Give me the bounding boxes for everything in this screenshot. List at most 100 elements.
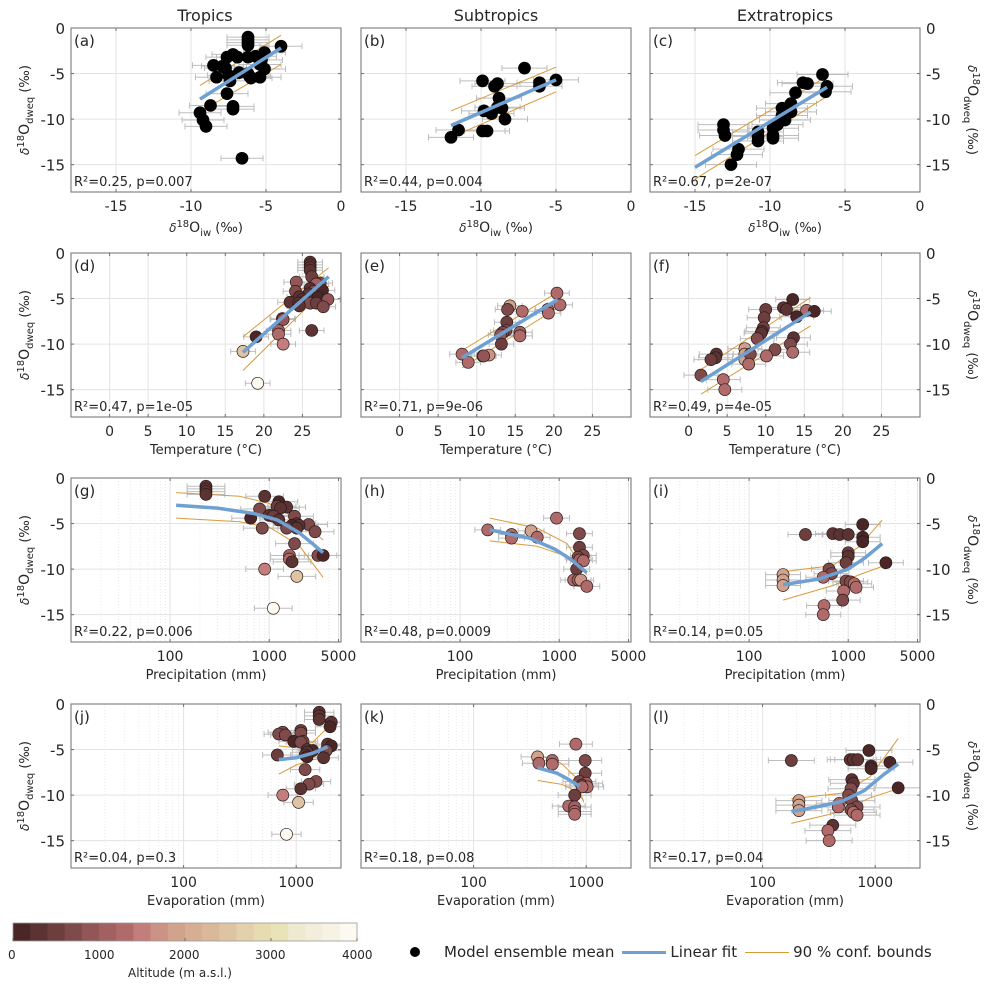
data-point — [569, 737, 583, 751]
x-axis-label: Precipitation (mm) — [146, 668, 267, 683]
axis-label-part: (‰) — [18, 290, 33, 322]
colorbar-swatch — [30, 923, 48, 941]
colorbar-swatch — [339, 923, 358, 941]
data-point — [850, 808, 864, 822]
y-tick-label: -15 — [926, 607, 951, 625]
x-tick-label: 20 — [545, 424, 563, 440]
data-point — [266, 601, 280, 615]
colorbar-swatch — [167, 923, 186, 941]
data-point — [480, 124, 494, 138]
y-tick-label: -10 — [41, 787, 66, 805]
y-tick-label: -5 — [50, 516, 65, 534]
y-tick-label: -15 — [41, 382, 66, 400]
colorbar-swatch — [116, 923, 134, 941]
x-axis-label: δ18Oiw (‰) — [169, 219, 243, 239]
data-point — [568, 788, 582, 802]
x-tick-label: 1000 — [278, 875, 314, 891]
x-tick-label: 5000 — [611, 649, 647, 665]
y-axis-label: δ18Odweq (‰) — [961, 515, 981, 605]
data-point — [251, 376, 265, 390]
data-point — [801, 77, 814, 90]
axes-box — [649, 477, 921, 643]
axis-label-part: 18 — [755, 219, 768, 230]
panel-g: 100 1000 5000 0 -5 -10 -15 (g) R²=0.22, p=0.006 P… — [41, 470, 357, 683]
y-tick-label: 0 — [926, 696, 936, 714]
plot-area — [71, 478, 341, 642]
axes-box — [70, 477, 342, 643]
axes-box — [360, 252, 632, 418]
linear-fit-line — [241, 275, 330, 354]
data-point — [501, 303, 514, 316]
stats-annotation: R²=0.17, p=0.04 — [653, 851, 763, 866]
y-tick-label: -15 — [41, 607, 66, 625]
panel-a: -15 -10 -5 0 0 -5 -10 -15 (a) R²=0.25, p=0.007 — [41, 20, 346, 215]
axis-label-part: (‰) — [501, 221, 533, 236]
linear-fit-line — [489, 528, 588, 575]
y-axis-label: δ18Odweq (‰) — [16, 290, 36, 380]
data-point — [816, 68, 829, 81]
data-point — [255, 521, 269, 535]
plot-area — [650, 478, 920, 642]
data-point — [742, 357, 756, 371]
y-tick-label: -10 — [926, 336, 951, 354]
data-point — [276, 337, 290, 351]
colorbar-swatch — [288, 923, 306, 941]
axes-box — [649, 252, 921, 418]
x-axis-label: Precipitation (mm) — [725, 668, 846, 683]
axis-label-part: O — [479, 220, 490, 236]
axis-label-part: dweq — [25, 322, 36, 349]
x-tick-label: 100 — [170, 875, 197, 891]
stats-annotation: R²=0.44, p=0.004 — [364, 175, 483, 190]
y-tick-label: -10 — [926, 111, 951, 129]
stats-annotation: R²=0.48, p=0.0009 — [364, 625, 491, 640]
data-point — [799, 528, 812, 541]
panel-label: (g) — [74, 482, 95, 500]
data-point — [317, 751, 330, 765]
data-point — [226, 102, 240, 116]
data-point — [768, 343, 782, 356]
data-point — [891, 781, 905, 795]
colorbar-tick-4000: 4000 — [342, 948, 373, 962]
panel-f: 0 5 10 15 20 25 0 -5 -10 -15 (f) R²=0.49, p=4e-05 Te… — [649, 245, 951, 458]
linear-fit-line — [699, 310, 812, 383]
data-point — [241, 38, 255, 52]
colorbar-swatch — [133, 923, 152, 941]
axis-label-part: (‰) — [211, 221, 243, 236]
y-axis-label: δ18Odweq (‰) — [16, 515, 36, 605]
x-tick-label: 0 — [337, 199, 346, 215]
data-point — [879, 556, 893, 570]
y-tick-label: 0 — [926, 20, 936, 38]
colorbar-swatch — [185, 923, 203, 941]
stats-annotation: R²=0.71, p=9e-06 — [364, 400, 483, 415]
axis-label-part: 18 — [16, 360, 27, 373]
data-point — [280, 827, 293, 841]
axis-label-part: 18 — [176, 219, 189, 230]
data-point — [580, 580, 594, 593]
colorbar-swatch — [99, 923, 117, 941]
data-point — [278, 728, 292, 742]
colorbar-swatch — [219, 923, 238, 941]
data-point — [220, 87, 234, 100]
panel-label: (j) — [74, 708, 90, 726]
x-tick-label: 10 — [178, 424, 196, 440]
axis-label-part: (‰) — [18, 65, 33, 97]
x-tick-label: -10 — [759, 199, 782, 215]
colorbar-tick-0: 0 — [8, 948, 16, 962]
axis-label-part: 18 — [970, 522, 981, 535]
axes-box — [649, 703, 921, 869]
data-point — [766, 131, 780, 145]
x-axis-label: Temperature (°C) — [439, 443, 552, 458]
colorbar-swatch — [322, 923, 341, 941]
axis-label-part: δ — [748, 221, 755, 235]
y-tick-label: -15 — [926, 382, 951, 400]
x-tick-label: 1000 — [541, 649, 577, 665]
x-tick-label: 1000 — [251, 649, 287, 665]
x-tick-label: 25 — [873, 424, 891, 440]
data-point — [704, 353, 718, 366]
data-point — [204, 99, 217, 112]
linear-fit-line — [450, 78, 557, 128]
linear-fit-line — [790, 762, 900, 814]
linear-fit-line — [461, 298, 559, 360]
column-title-tropics: Tropics — [177, 6, 233, 25]
data-point — [784, 754, 798, 767]
